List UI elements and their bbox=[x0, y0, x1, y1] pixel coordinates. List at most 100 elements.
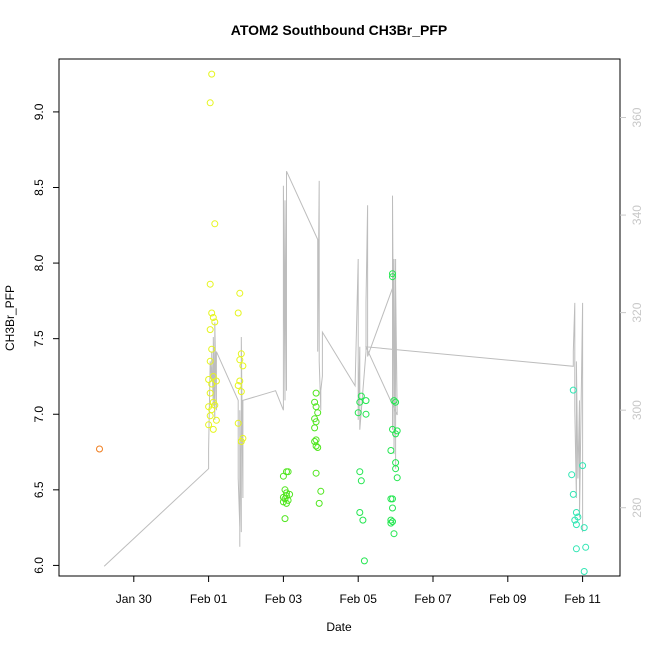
y-axis-label: CH3Br_PFP bbox=[3, 285, 17, 351]
data-point bbox=[387, 447, 395, 454]
y-tick-label: 8.0 bbox=[32, 254, 46, 271]
data-point bbox=[206, 412, 214, 420]
data-point bbox=[211, 220, 219, 228]
data-point bbox=[387, 495, 395, 503]
y-tick-label: 8.5 bbox=[32, 179, 46, 196]
y-tick-label: 6.5 bbox=[32, 481, 46, 498]
data-point bbox=[209, 314, 217, 321]
data-point bbox=[390, 397, 398, 405]
data-point bbox=[393, 474, 401, 482]
data-point bbox=[208, 70, 216, 78]
data-point bbox=[317, 487, 325, 495]
data-point bbox=[354, 409, 362, 417]
data-point bbox=[572, 545, 580, 553]
data-point bbox=[392, 398, 400, 406]
data-point bbox=[579, 462, 587, 470]
data-point bbox=[209, 425, 217, 433]
data-point bbox=[360, 557, 368, 565]
data-point bbox=[387, 516, 395, 524]
data-point bbox=[239, 362, 247, 370]
data-point bbox=[284, 468, 292, 476]
x-tick-label: Feb 07 bbox=[414, 592, 452, 606]
data-point bbox=[205, 421, 213, 429]
data-point bbox=[206, 326, 214, 334]
y2-tick-label: 280 bbox=[630, 497, 644, 517]
data-point bbox=[212, 377, 220, 385]
data-point bbox=[206, 357, 214, 365]
data-point bbox=[281, 515, 289, 523]
data-point bbox=[392, 465, 400, 473]
data-point bbox=[356, 509, 364, 516]
data-point bbox=[582, 543, 590, 551]
x-axis-label: Date bbox=[326, 620, 352, 634]
data-point bbox=[237, 388, 245, 396]
data-point bbox=[389, 270, 396, 278]
data-point bbox=[208, 309, 216, 317]
data-point bbox=[311, 438, 319, 445]
data-point bbox=[234, 419, 242, 427]
y2-tick-label: 320 bbox=[630, 302, 644, 322]
x-tick-label: Jan 30 bbox=[116, 592, 152, 606]
y-tick-label: 9.0 bbox=[32, 103, 46, 120]
data-point bbox=[314, 444, 322, 451]
data-point bbox=[206, 99, 214, 107]
data-point bbox=[392, 430, 400, 438]
data-point bbox=[580, 568, 588, 575]
x-tick-label: Feb 03 bbox=[265, 592, 303, 606]
data-point bbox=[569, 490, 577, 498]
data-point bbox=[569, 386, 577, 394]
data-point bbox=[236, 289, 244, 297]
data-point bbox=[211, 401, 219, 409]
data-point bbox=[390, 530, 398, 538]
axes: Jan 30 Feb 01 Feb 03 Feb 05 Feb 07 Feb 09 Feb … bbox=[32, 103, 644, 606]
data-point bbox=[356, 468, 364, 476]
secondary-series-line bbox=[103, 170, 584, 567]
data-point bbox=[236, 356, 244, 364]
data-point bbox=[568, 471, 576, 479]
data-point bbox=[572, 509, 580, 516]
data-point bbox=[312, 442, 320, 450]
data-point bbox=[312, 469, 320, 477]
plot-frame bbox=[58, 58, 621, 577]
data-point bbox=[283, 499, 290, 507]
data-point bbox=[206, 280, 214, 288]
data-point bbox=[312, 389, 320, 397]
y-tick-label: 6.0 bbox=[32, 557, 46, 574]
data-point bbox=[234, 309, 242, 317]
x-tick-label: Feb 11 bbox=[564, 592, 601, 606]
y2-tick-label: 340 bbox=[630, 205, 644, 225]
y-tick-label: 7.5 bbox=[32, 330, 46, 347]
data-point bbox=[571, 516, 579, 524]
data-point bbox=[234, 382, 242, 389]
data-point bbox=[96, 445, 103, 453]
chart-title: ATOM2 Southbound CH3Br_PFP bbox=[231, 22, 447, 38]
y2-tick-label: 360 bbox=[630, 107, 644, 127]
data-point bbox=[389, 518, 396, 526]
data-point bbox=[389, 504, 396, 512]
y-tick-label: 7.0 bbox=[32, 406, 46, 423]
x-tick-label: Feb 01 bbox=[190, 592, 228, 606]
data-point bbox=[279, 472, 287, 480]
data-point bbox=[311, 424, 319, 432]
y2-tick-label: 300 bbox=[630, 400, 644, 420]
data-point bbox=[362, 397, 370, 405]
data-point bbox=[206, 389, 214, 397]
data-point bbox=[212, 416, 220, 424]
x-tick-label: Feb 05 bbox=[340, 592, 378, 606]
x-tick-label: Feb 09 bbox=[489, 592, 527, 606]
plot-area bbox=[96, 70, 590, 575]
data-point bbox=[356, 398, 364, 406]
data-point bbox=[357, 477, 365, 485]
data-point bbox=[236, 377, 244, 385]
data-point bbox=[580, 524, 588, 532]
data-point bbox=[572, 521, 580, 529]
data-point bbox=[389, 273, 396, 281]
data-point bbox=[315, 499, 323, 507]
data-point bbox=[314, 409, 322, 417]
data-point bbox=[211, 318, 219, 326]
data-point bbox=[362, 410, 370, 418]
data-point bbox=[208, 345, 216, 353]
data-point bbox=[311, 398, 319, 406]
data-point bbox=[312, 436, 320, 444]
